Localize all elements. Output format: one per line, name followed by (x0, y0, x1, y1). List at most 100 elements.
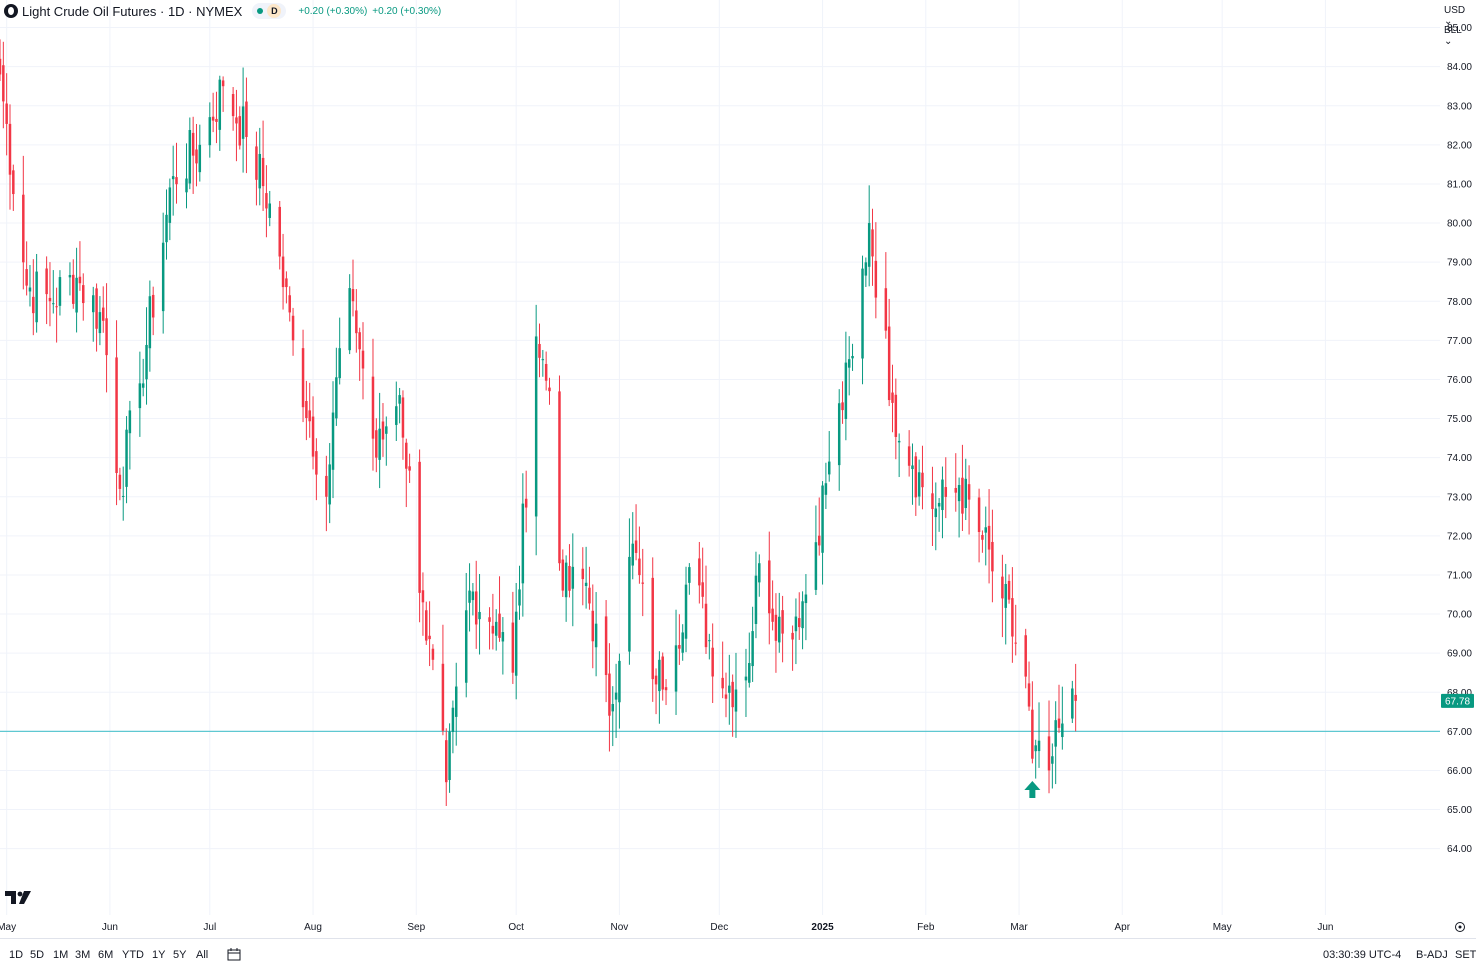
candle[interactable] (987, 489, 991, 584)
candle[interactable] (91, 286, 95, 342)
timeframe-1d[interactable]: 1D (9, 949, 24, 961)
candle[interactable] (1061, 686, 1064, 750)
candle[interactable] (218, 75, 222, 151)
candle[interactable] (897, 433, 901, 478)
candle[interactable] (195, 123, 198, 187)
candle[interactable] (837, 389, 841, 491)
candle[interactable] (841, 381, 844, 424)
price-axis[interactable]: 64.00 65.00 66.00 67.00 68.00 69.00 70.00 71.00… (1447, 23, 1472, 855)
candle[interactable] (1034, 739, 1037, 779)
candle[interactable] (52, 270, 55, 314)
candle[interactable] (1007, 574, 1011, 604)
candle[interactable] (571, 533, 575, 627)
candle[interactable] (474, 560, 478, 649)
candle[interactable] (145, 307, 148, 405)
candle[interactable] (631, 512, 634, 580)
candle[interactable] (311, 396, 315, 470)
candle[interactable] (185, 143, 188, 209)
timeframe-all[interactable]: All (196, 949, 209, 961)
candle[interactable] (847, 336, 851, 396)
candle[interactable] (261, 120, 265, 211)
candle[interactable] (768, 531, 771, 645)
candle[interactable] (721, 641, 724, 699)
candle[interactable] (594, 592, 598, 677)
candle[interactable] (0, 39, 2, 82)
candle[interactable] (1071, 680, 1074, 724)
candle[interactable] (208, 102, 212, 158)
candle[interactable] (395, 381, 398, 441)
candle[interactable] (161, 212, 165, 334)
candle[interactable] (148, 280, 152, 372)
candle[interactable] (628, 518, 631, 665)
candle[interactable] (544, 351, 548, 391)
candle[interactable] (651, 557, 654, 702)
timeframe-ytd[interactable]: YTD (122, 949, 144, 961)
candle[interactable] (241, 67, 245, 173)
currency-button[interactable]: USD ⌄ (1444, 5, 1466, 27)
candle[interactable] (125, 416, 128, 504)
candle[interactable] (794, 598, 798, 665)
candle[interactable] (1051, 743, 1054, 789)
timeframe-3m[interactable]: 3M (75, 949, 91, 961)
candle[interactable] (611, 686, 615, 747)
timeframe-6m[interactable]: 6M (98, 949, 114, 961)
candle[interactable] (471, 583, 475, 616)
candle[interactable] (541, 349, 545, 377)
candle[interactable] (984, 506, 987, 566)
candle[interactable] (291, 307, 295, 356)
candle[interactable] (335, 347, 338, 426)
candle[interactable] (35, 253, 38, 333)
symbol-title[interactable]: Light Crude Oil Futures · 1D · NYMEX (22, 3, 243, 19)
candle[interactable] (325, 455, 328, 532)
candle[interactable] (448, 723, 451, 793)
candle[interactable] (8, 104, 12, 210)
candle[interactable] (165, 189, 168, 260)
candle[interactable] (561, 549, 565, 597)
candle[interactable] (538, 323, 541, 378)
candle[interactable] (361, 322, 365, 400)
candle[interactable] (431, 644, 435, 671)
market-status[interactable]: D (252, 3, 287, 19)
candle[interactable] (75, 247, 78, 333)
candle[interactable] (844, 331, 848, 441)
candle[interactable] (964, 458, 968, 521)
candle[interactable] (781, 595, 784, 663)
candle[interactable] (941, 466, 944, 539)
candle[interactable] (151, 286, 155, 336)
candle[interactable] (511, 591, 515, 684)
candle[interactable] (338, 317, 341, 385)
candle[interactable] (591, 584, 595, 669)
candle[interactable] (731, 674, 734, 737)
candle[interactable] (871, 208, 874, 286)
candle[interactable] (444, 728, 448, 806)
candle[interactable] (864, 257, 868, 287)
candle[interactable] (464, 572, 468, 698)
candle[interactable] (851, 343, 854, 371)
candle[interactable] (32, 259, 35, 336)
candle[interactable] (821, 481, 824, 585)
timeframe-5y[interactable]: 5Y (173, 949, 187, 961)
candle[interactable] (524, 470, 528, 533)
candle[interactable] (168, 178, 172, 241)
timeframe-5d[interactable]: 5D (30, 949, 45, 961)
candle[interactable] (867, 185, 871, 287)
candle[interactable] (171, 145, 175, 216)
candle[interactable] (1014, 604, 1017, 656)
candle[interactable] (817, 497, 821, 556)
candle[interactable] (501, 617, 505, 675)
candle[interactable] (98, 296, 102, 346)
candle[interactable] (634, 504, 638, 561)
candle[interactable] (428, 601, 431, 667)
candle[interactable] (95, 283, 98, 352)
candle[interactable] (1011, 567, 1014, 663)
candle[interactable] (827, 431, 831, 482)
candle[interactable] (814, 505, 818, 596)
candle[interactable] (1047, 700, 1051, 794)
candle[interactable] (301, 329, 305, 423)
candle[interactable] (581, 547, 585, 606)
candle[interactable] (991, 509, 994, 603)
candle[interactable] (281, 233, 285, 310)
candle[interactable] (141, 358, 145, 397)
candle[interactable] (518, 565, 521, 620)
timeframe-1y[interactable]: 1Y (152, 949, 166, 961)
